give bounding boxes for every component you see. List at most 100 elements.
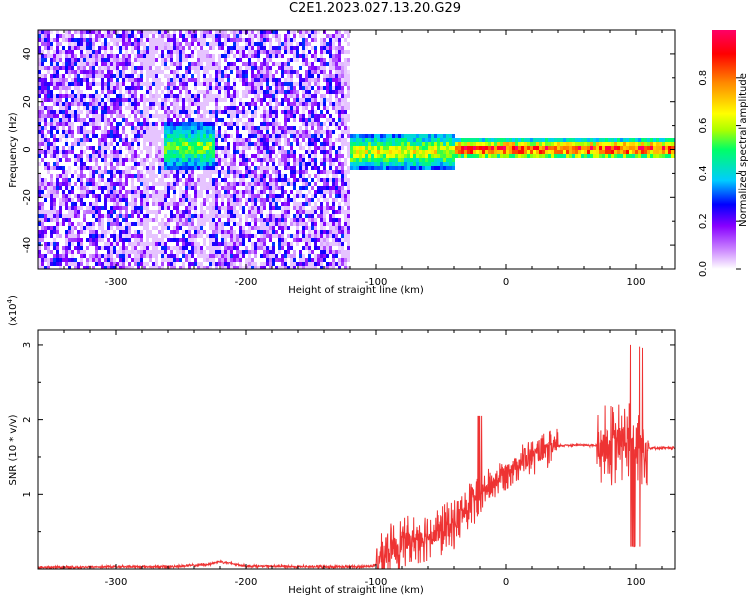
heatmap-cell bbox=[77, 246, 80, 250]
heatmap-cell bbox=[281, 126, 284, 130]
heatmap-cell bbox=[329, 66, 332, 70]
heatmap-cell bbox=[209, 62, 212, 66]
heatmap-cell bbox=[161, 166, 164, 170]
heatmap-cell bbox=[290, 174, 293, 178]
heatmap-cell bbox=[236, 198, 239, 202]
heatmap-cell bbox=[341, 102, 344, 106]
heatmap-cell bbox=[182, 182, 185, 186]
heatmap-cell bbox=[260, 202, 263, 206]
heatmap-cell bbox=[272, 142, 275, 146]
heatmap-cell bbox=[185, 78, 188, 82]
heatmap-cell bbox=[131, 202, 134, 206]
heatmap-cell bbox=[275, 138, 278, 142]
heatmap-cell bbox=[269, 218, 272, 222]
heatmap-cell bbox=[86, 226, 89, 230]
heatmap-cell bbox=[101, 114, 104, 118]
heatmap-cell bbox=[308, 74, 311, 78]
heatmap-cell bbox=[74, 86, 77, 90]
heatmap-cell bbox=[173, 34, 176, 38]
heatmap-cell bbox=[44, 46, 47, 50]
heatmap-cell bbox=[44, 142, 47, 146]
heatmap-cell bbox=[215, 166, 218, 170]
heatmap-cell bbox=[338, 114, 341, 118]
heatmap-cell bbox=[152, 226, 155, 230]
heatmap-cell bbox=[116, 122, 119, 126]
heatmap-cell bbox=[68, 238, 71, 242]
heatmap-cell bbox=[287, 70, 290, 74]
heatmap-cell bbox=[296, 58, 299, 62]
heatmap-cell bbox=[233, 46, 236, 50]
heatmap-cell bbox=[47, 34, 50, 38]
heatmap-cell bbox=[98, 226, 101, 230]
heatmap-cell bbox=[104, 134, 107, 138]
heatmap-cell bbox=[125, 218, 128, 222]
heatmap-cell bbox=[137, 46, 140, 50]
heatmap-cell bbox=[125, 122, 128, 126]
heatmap-cell bbox=[281, 54, 284, 58]
heatmap-cell bbox=[185, 154, 188, 158]
heatmap-cell bbox=[308, 102, 311, 106]
heatmap-cell bbox=[368, 142, 371, 146]
heatmap-cell bbox=[128, 230, 131, 234]
heatmap-cell bbox=[338, 218, 341, 222]
heatmap-cell bbox=[47, 66, 50, 70]
heatmap-cell bbox=[332, 242, 335, 246]
heatmap-cell bbox=[104, 166, 107, 170]
heatmap-cell bbox=[104, 50, 107, 54]
heatmap-cell bbox=[125, 254, 128, 258]
heatmap-cell bbox=[152, 94, 155, 98]
heatmap-cell bbox=[122, 242, 125, 246]
heatmap-cell bbox=[224, 130, 227, 134]
heatmap-cell bbox=[338, 42, 341, 46]
heatmap-cell bbox=[170, 122, 173, 126]
heatmap-cell bbox=[248, 198, 251, 202]
heatmap-cell bbox=[170, 202, 173, 206]
heatmap-cell bbox=[194, 230, 197, 234]
heatmap-cell bbox=[272, 82, 275, 86]
heatmap-cell bbox=[215, 110, 218, 114]
heatmap-cell bbox=[146, 210, 149, 214]
heatmap-cell bbox=[251, 210, 254, 214]
heatmap-cell bbox=[263, 58, 266, 62]
heatmap-cell bbox=[44, 90, 47, 94]
heatmap-cell bbox=[173, 214, 176, 218]
heatmap-cell bbox=[389, 150, 392, 154]
heatmap-cell bbox=[308, 130, 311, 134]
heatmap-cell bbox=[128, 58, 131, 62]
heatmap-cell bbox=[407, 166, 410, 170]
heatmap-cell bbox=[266, 166, 269, 170]
heatmap-cell bbox=[119, 110, 122, 114]
heatmap-cell bbox=[38, 94, 41, 98]
heatmap-cell bbox=[305, 166, 308, 170]
heatmap-cell bbox=[104, 30, 107, 34]
heatmap-cell bbox=[272, 234, 275, 238]
heatmap-cell bbox=[275, 218, 278, 222]
heatmap-cell bbox=[206, 126, 209, 130]
heatmap-cell bbox=[56, 214, 59, 218]
heatmap-cell bbox=[194, 214, 197, 218]
heatmap-cell bbox=[182, 210, 185, 214]
heatmap-cell bbox=[266, 34, 269, 38]
heatmap-cell bbox=[62, 122, 65, 126]
heatmap-cell bbox=[239, 150, 242, 154]
heatmap-cell bbox=[56, 66, 59, 70]
heatmap-cell bbox=[74, 30, 77, 34]
heatmap-cell bbox=[281, 234, 284, 238]
heatmap-cell bbox=[326, 238, 329, 242]
heatmap-cell bbox=[296, 226, 299, 230]
heatmap-cell bbox=[161, 250, 164, 254]
heatmap-cell bbox=[119, 58, 122, 62]
heatmap-cell bbox=[200, 82, 203, 86]
heatmap-cell bbox=[296, 206, 299, 210]
heatmap-cell bbox=[275, 38, 278, 42]
heatmap-cell bbox=[164, 94, 167, 98]
heatmap-cell bbox=[284, 202, 287, 206]
heatmap-cell bbox=[347, 198, 350, 202]
heatmap-cell bbox=[77, 70, 80, 74]
heatmap-cell bbox=[98, 254, 101, 258]
heatmap-cell bbox=[329, 70, 332, 74]
heatmap-cell bbox=[227, 106, 230, 110]
heatmap-cell bbox=[146, 138, 149, 142]
heatmap-cell bbox=[389, 154, 392, 158]
heatmap-cell bbox=[59, 102, 62, 106]
